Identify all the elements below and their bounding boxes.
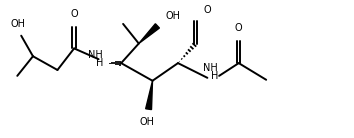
Text: OH: OH bbox=[139, 117, 154, 127]
Text: O: O bbox=[204, 5, 211, 15]
Polygon shape bbox=[146, 81, 153, 110]
Text: OH: OH bbox=[165, 11, 180, 21]
Text: H: H bbox=[211, 71, 218, 81]
Text: NH: NH bbox=[88, 50, 103, 60]
Polygon shape bbox=[139, 24, 159, 43]
Text: H: H bbox=[96, 58, 103, 68]
Text: OH: OH bbox=[11, 19, 26, 29]
Text: O: O bbox=[235, 23, 242, 33]
Text: O: O bbox=[70, 9, 78, 19]
Text: NH: NH bbox=[203, 63, 218, 73]
